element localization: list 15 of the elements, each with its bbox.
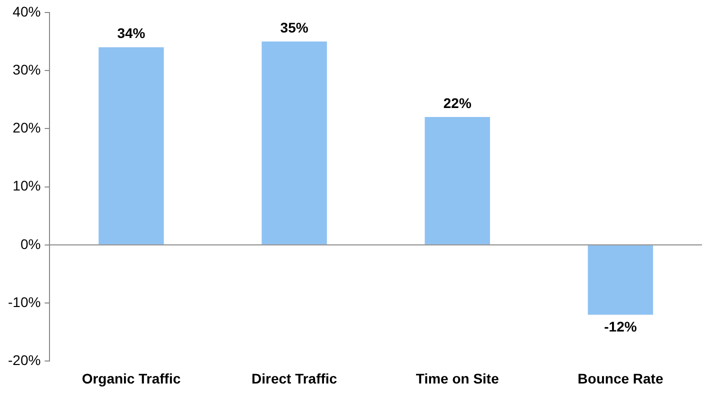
y-tick-label: 20%	[12, 120, 41, 136]
data-label: 22%	[443, 94, 472, 111]
y-tick-label: 30%	[12, 61, 41, 78]
x-tick-label: Bounce Rate	[578, 370, 664, 386]
x-tick-label: Organic Traffic	[82, 370, 181, 386]
y-tick-label: 10%	[12, 178, 41, 194]
y-tick-label: -10%	[8, 294, 41, 310]
x-tick-label: Direct Traffic	[252, 370, 338, 386]
y-tick-label: 40%	[12, 3, 41, 20]
y-tick-label: 0%	[20, 236, 41, 252]
data-label: 35%	[280, 19, 309, 36]
y-tick-label: -20%	[8, 352, 41, 368]
data-label: -12%	[604, 318, 638, 335]
x-tick-label: Time on Site	[416, 370, 500, 386]
data-label: 34%	[117, 25, 146, 42]
